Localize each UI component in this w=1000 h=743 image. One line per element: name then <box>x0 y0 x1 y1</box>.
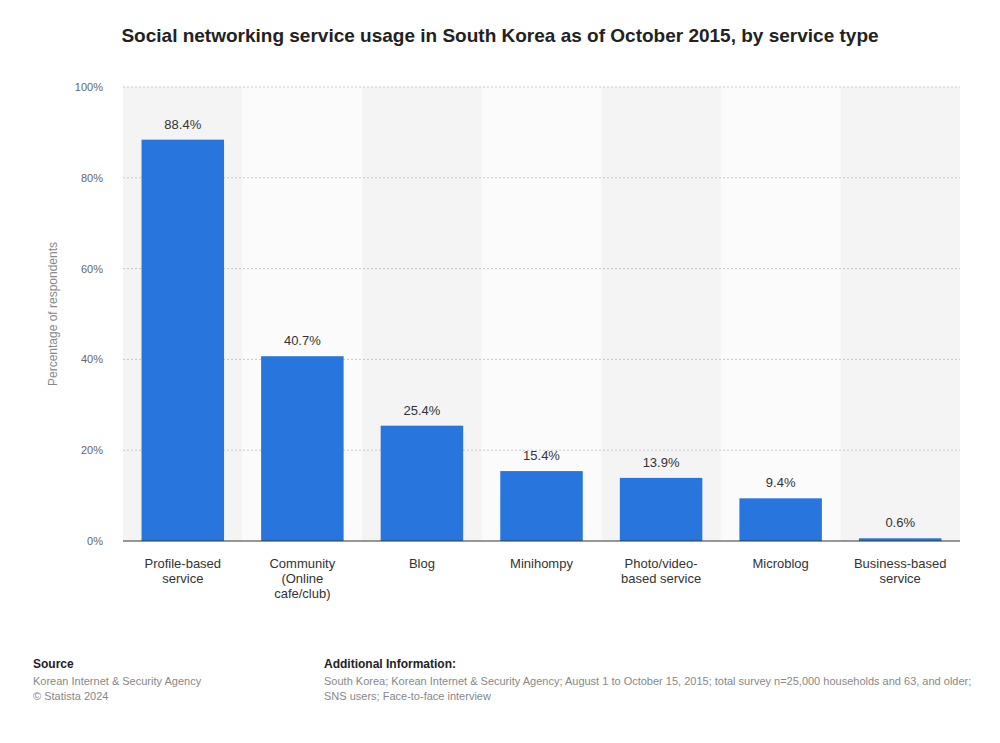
plot-band <box>840 87 960 541</box>
data-label: 9.4% <box>766 475 796 490</box>
bar <box>142 140 225 541</box>
y-tick-label: 20% <box>81 444 103 456</box>
grid-line <box>123 87 960 88</box>
x-tick-label: Photo/video-based service <box>611 556 711 586</box>
source-text: Korean Internet & Security Agency <box>33 674 201 689</box>
data-label: 88.4% <box>164 117 201 132</box>
y-tick-label: 0% <box>87 535 103 547</box>
plot-band <box>362 87 482 541</box>
bar <box>739 498 822 541</box>
bar <box>261 356 344 541</box>
y-tick-label: 100% <box>75 81 103 93</box>
x-tick-label: Profile-based service <box>133 556 233 586</box>
plot-band <box>482 87 602 541</box>
data-label: 40.7% <box>284 333 321 348</box>
source-heading: Source <box>33 657 201 671</box>
plot-band <box>721 87 841 541</box>
x-tick-label: Community (Online cafe/club) <box>252 556 352 601</box>
data-label: 15.4% <box>523 448 560 463</box>
x-axis-line <box>123 541 960 542</box>
grid-line <box>123 359 960 360</box>
x-tick-label: Business-based service <box>850 556 950 586</box>
y-tick-label: 80% <box>81 172 103 184</box>
y-tick-label: 40% <box>81 353 103 365</box>
source-block: Source Korean Internet & Security Agency©… <box>33 657 201 704</box>
info-heading: Additional Information: <box>324 657 974 671</box>
data-label: 13.9% <box>643 455 680 470</box>
plot-band <box>601 87 721 541</box>
x-tick-label: Blog <box>372 556 472 571</box>
bar <box>620 478 703 541</box>
bar <box>381 426 464 541</box>
grid-line <box>123 268 960 269</box>
bar <box>500 471 583 541</box>
x-tick-label: Microblog <box>731 556 831 571</box>
plot-band <box>243 87 363 541</box>
title: Social networking service usage in South… <box>121 25 878 46</box>
info-text: South Korea; Korean Internet & Security … <box>324 674 974 704</box>
chart: Social networking service usage in South… <box>0 0 1000 743</box>
y-axis-label: Percentage of respondents <box>46 242 60 386</box>
bars <box>142 140 942 541</box>
x-tick-label: Minihompy <box>492 556 592 571</box>
plot-band <box>123 87 243 541</box>
info-block: Additional Information: South Korea; Kore… <box>324 657 974 704</box>
y-tick-label: 60% <box>81 263 103 275</box>
data-label: 25.4% <box>403 403 440 418</box>
grid-line <box>123 177 960 178</box>
data-label: 0.6% <box>885 515 915 530</box>
copyright: © Statista 2024 <box>33 689 201 704</box>
